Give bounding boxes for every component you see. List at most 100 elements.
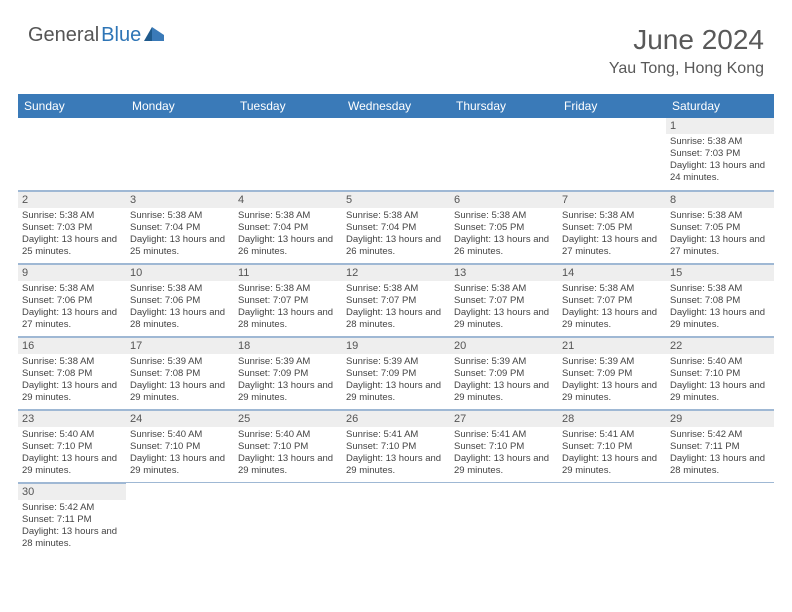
day-details: Sunrise: 5:38 AMSunset: 7:07 PMDaylight:… (342, 281, 450, 334)
sunrise-text: Sunrise: 5:40 AM (238, 429, 338, 441)
sunset-text: Sunset: 7:07 PM (346, 295, 446, 307)
day-cell: 2Sunrise: 5:38 AMSunset: 7:03 PMDaylight… (18, 191, 126, 263)
day-number: 10 (126, 264, 234, 281)
day-cell: 10Sunrise: 5:38 AMSunset: 7:06 PMDayligh… (126, 264, 234, 336)
weekday-header-cell: Monday (126, 94, 234, 118)
empty-day-cell (126, 118, 234, 190)
calendar-grid: SundayMondayTuesdayWednesdayThursdayFrid… (18, 94, 774, 555)
day-details: Sunrise: 5:38 AMSunset: 7:07 PMDaylight:… (450, 281, 558, 334)
day-cell: 15Sunrise: 5:38 AMSunset: 7:08 PMDayligh… (666, 264, 774, 336)
sunset-text: Sunset: 7:04 PM (238, 222, 338, 234)
daylight-text: Daylight: 13 hours and 29 minutes. (454, 307, 554, 331)
day-cell: 29Sunrise: 5:42 AMSunset: 7:11 PMDayligh… (666, 410, 774, 482)
empty-day-cell (234, 118, 342, 190)
daylight-text: Daylight: 13 hours and 28 minutes. (130, 307, 230, 331)
day-number: 1 (666, 118, 774, 134)
day-details: Sunrise: 5:39 AMSunset: 7:09 PMDaylight:… (342, 354, 450, 407)
sunset-text: Sunset: 7:07 PM (454, 295, 554, 307)
day-number: 21 (558, 337, 666, 354)
day-cell: 16Sunrise: 5:38 AMSunset: 7:08 PMDayligh… (18, 337, 126, 409)
daylight-text: Daylight: 13 hours and 29 minutes. (454, 453, 554, 477)
daylight-text: Daylight: 13 hours and 27 minutes. (562, 234, 662, 258)
day-number: 9 (18, 264, 126, 281)
day-details: Sunrise: 5:38 AMSunset: 7:04 PMDaylight:… (342, 208, 450, 261)
day-cell: 23Sunrise: 5:40 AMSunset: 7:10 PMDayligh… (18, 410, 126, 482)
empty-day-cell (666, 483, 774, 555)
sunrise-text: Sunrise: 5:38 AM (130, 210, 230, 222)
day-details: Sunrise: 5:41 AMSunset: 7:10 PMDaylight:… (450, 427, 558, 480)
sunset-text: Sunset: 7:10 PM (454, 441, 554, 453)
title-block: June 2024 Yau Tong, Hong Kong (609, 24, 764, 78)
day-details: Sunrise: 5:39 AMSunset: 7:09 PMDaylight:… (234, 354, 342, 407)
day-details: Sunrise: 5:38 AMSunset: 7:07 PMDaylight:… (234, 281, 342, 334)
day-details: Sunrise: 5:39 AMSunset: 7:09 PMDaylight:… (450, 354, 558, 407)
day-details: Sunrise: 5:41 AMSunset: 7:10 PMDaylight:… (342, 427, 450, 480)
sunset-text: Sunset: 7:08 PM (130, 368, 230, 380)
day-cell: 21Sunrise: 5:39 AMSunset: 7:09 PMDayligh… (558, 337, 666, 409)
day-number: 27 (450, 410, 558, 427)
sunset-text: Sunset: 7:09 PM (454, 368, 554, 380)
sunrise-text: Sunrise: 5:38 AM (454, 210, 554, 222)
sunrise-text: Sunrise: 5:38 AM (22, 356, 122, 368)
day-number: 23 (18, 410, 126, 427)
day-number: 24 (126, 410, 234, 427)
sunset-text: Sunset: 7:05 PM (670, 222, 770, 234)
day-cell: 26Sunrise: 5:41 AMSunset: 7:10 PMDayligh… (342, 410, 450, 482)
sunset-text: Sunset: 7:10 PM (130, 441, 230, 453)
day-details: Sunrise: 5:38 AMSunset: 7:05 PMDaylight:… (558, 208, 666, 261)
brand-part1: General (28, 24, 99, 47)
calendar-week-row: 30Sunrise: 5:42 AMSunset: 7:11 PMDayligh… (18, 482, 774, 555)
daylight-text: Daylight: 13 hours and 29 minutes. (562, 453, 662, 477)
weekday-header-cell: Wednesday (342, 94, 450, 118)
sunset-text: Sunset: 7:05 PM (454, 222, 554, 234)
weekday-header-cell: Sunday (18, 94, 126, 118)
sunrise-text: Sunrise: 5:38 AM (346, 210, 446, 222)
day-details: Sunrise: 5:38 AMSunset: 7:04 PMDaylight:… (126, 208, 234, 261)
empty-day-cell (234, 483, 342, 555)
day-number: 15 (666, 264, 774, 281)
day-cell: 27Sunrise: 5:41 AMSunset: 7:10 PMDayligh… (450, 410, 558, 482)
sunset-text: Sunset: 7:10 PM (22, 441, 122, 453)
day-details: Sunrise: 5:38 AMSunset: 7:03 PMDaylight:… (18, 208, 126, 261)
calendar-week-row: 16Sunrise: 5:38 AMSunset: 7:08 PMDayligh… (18, 336, 774, 409)
month-title: June 2024 (609, 24, 764, 56)
daylight-text: Daylight: 13 hours and 29 minutes. (238, 380, 338, 404)
daylight-text: Daylight: 13 hours and 28 minutes. (22, 526, 122, 550)
sunset-text: Sunset: 7:04 PM (346, 222, 446, 234)
daylight-text: Daylight: 13 hours and 25 minutes. (22, 234, 122, 258)
sunrise-text: Sunrise: 5:41 AM (346, 429, 446, 441)
day-number: 7 (558, 191, 666, 208)
day-cell: 18Sunrise: 5:39 AMSunset: 7:09 PMDayligh… (234, 337, 342, 409)
daylight-text: Daylight: 13 hours and 29 minutes. (130, 453, 230, 477)
daylight-text: Daylight: 13 hours and 27 minutes. (22, 307, 122, 331)
day-cell: 19Sunrise: 5:39 AMSunset: 7:09 PMDayligh… (342, 337, 450, 409)
sunset-text: Sunset: 7:09 PM (238, 368, 338, 380)
day-cell: 6Sunrise: 5:38 AMSunset: 7:05 PMDaylight… (450, 191, 558, 263)
daylight-text: Daylight: 13 hours and 29 minutes. (346, 453, 446, 477)
day-details: Sunrise: 5:42 AMSunset: 7:11 PMDaylight:… (666, 427, 774, 480)
day-details: Sunrise: 5:41 AMSunset: 7:10 PMDaylight:… (558, 427, 666, 480)
daylight-text: Daylight: 13 hours and 28 minutes. (670, 453, 770, 477)
day-cell: 3Sunrise: 5:38 AMSunset: 7:04 PMDaylight… (126, 191, 234, 263)
sunrise-text: Sunrise: 5:38 AM (238, 283, 338, 295)
sunset-text: Sunset: 7:06 PM (22, 295, 122, 307)
day-cell: 30Sunrise: 5:42 AMSunset: 7:11 PMDayligh… (18, 483, 126, 555)
sunrise-text: Sunrise: 5:38 AM (130, 283, 230, 295)
brand-logo: General Blue (28, 24, 166, 47)
sunrise-text: Sunrise: 5:38 AM (22, 210, 122, 222)
day-number: 22 (666, 337, 774, 354)
day-number: 20 (450, 337, 558, 354)
day-number: 18 (234, 337, 342, 354)
day-details: Sunrise: 5:39 AMSunset: 7:09 PMDaylight:… (558, 354, 666, 407)
empty-day-cell (558, 483, 666, 555)
day-cell: 14Sunrise: 5:38 AMSunset: 7:07 PMDayligh… (558, 264, 666, 336)
sunrise-text: Sunrise: 5:39 AM (130, 356, 230, 368)
sunrise-text: Sunrise: 5:39 AM (562, 356, 662, 368)
day-number: 12 (342, 264, 450, 281)
daylight-text: Daylight: 13 hours and 28 minutes. (238, 307, 338, 331)
sunset-text: Sunset: 7:11 PM (670, 441, 770, 453)
day-details: Sunrise: 5:40 AMSunset: 7:10 PMDaylight:… (126, 427, 234, 480)
daylight-text: Daylight: 13 hours and 24 minutes. (670, 160, 770, 184)
empty-day-cell (126, 483, 234, 555)
day-details: Sunrise: 5:40 AMSunset: 7:10 PMDaylight:… (666, 354, 774, 407)
